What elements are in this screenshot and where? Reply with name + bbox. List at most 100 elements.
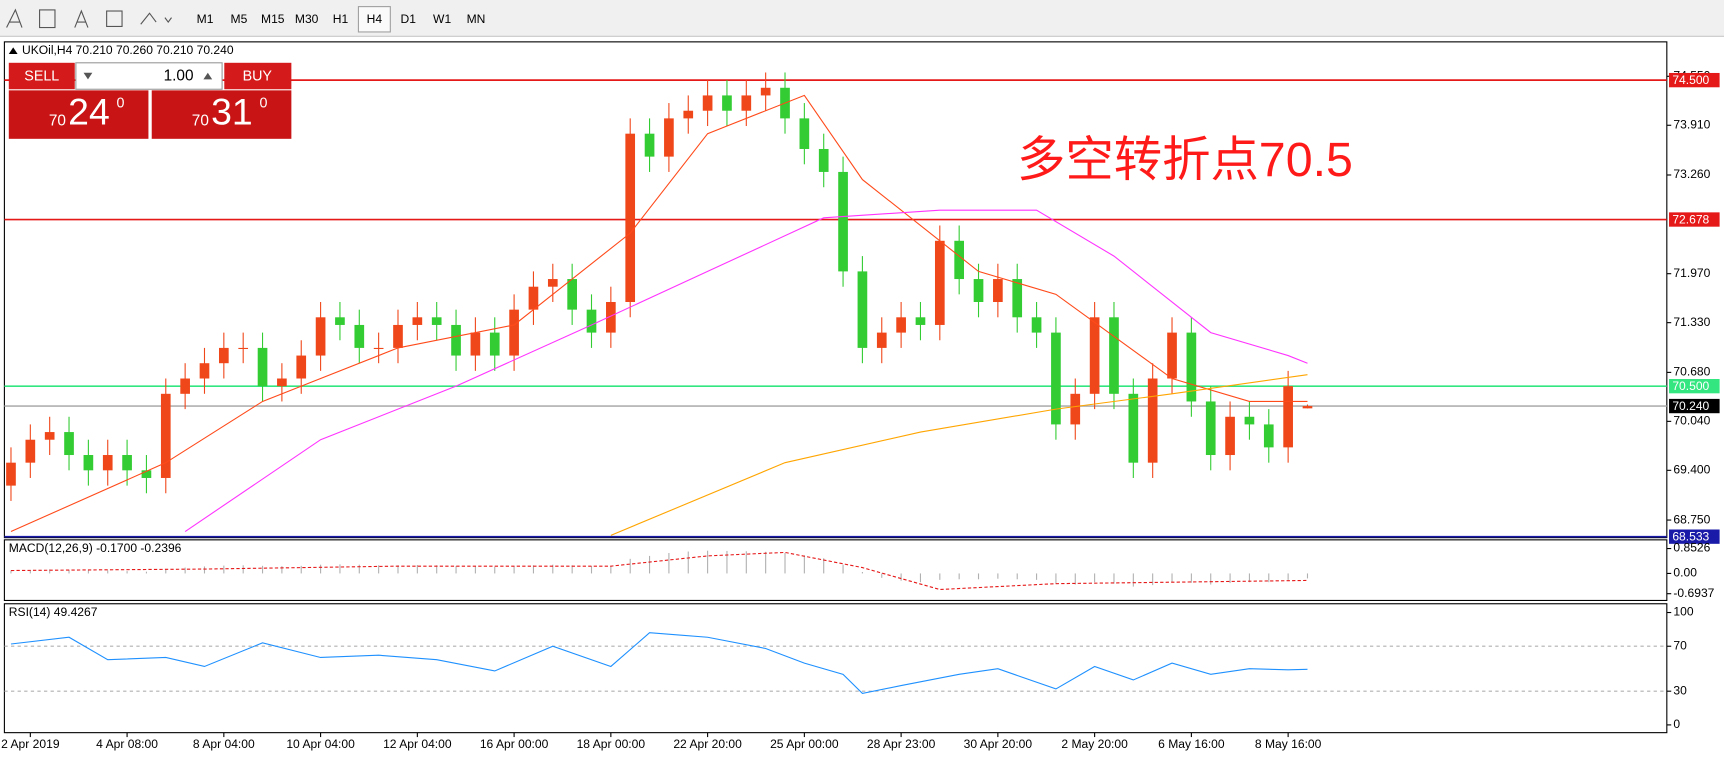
level-label: 72.678 [1672, 212, 1709, 226]
candle-body [1225, 416, 1235, 456]
y-tick-label: 0.00 [1673, 566, 1697, 580]
icon [74, 9, 89, 28]
annotation: 多空转折点70.5 [1017, 133, 1353, 187]
price-big: 70 [192, 112, 209, 129]
sell-label: SELL [24, 68, 59, 84]
candle-body [451, 324, 461, 356]
x-tick-label: 2 Apr 2019 [1, 737, 60, 751]
timeframe-bar: M1 M5 M15 M30 H1 H4 D1 W1 MN [197, 6, 486, 33]
panel-title: RSI(14) 49.4267 [9, 605, 98, 619]
y-tick-label: 71.970 [1673, 266, 1710, 280]
candle-body [509, 309, 519, 356]
timeframe-button[interactable] [357, 6, 391, 33]
candle-body [857, 271, 868, 348]
x-tick-label: 6 May 16:00 [1158, 737, 1225, 751]
candle-body [683, 110, 694, 119]
buy-price-box[interactable] [151, 90, 292, 139]
candle-body [44, 432, 55, 440]
lot-box[interactable] [75, 62, 223, 90]
candle-body [1244, 416, 1255, 425]
level-tag [1669, 212, 1720, 227]
candle-body [1109, 317, 1119, 394]
rsi-frame [3, 603, 1668, 734]
y-tick-label: 69.400 [1673, 463, 1710, 477]
indicator-line [10, 551, 1308, 591]
candle-body [431, 317, 442, 325]
candle-body [799, 118, 810, 149]
candle-body [818, 148, 829, 172]
symbol-marker [8, 47, 18, 54]
candle-body [412, 317, 423, 325]
candle-body [1147, 378, 1158, 463]
candle-body [354, 324, 365, 348]
candle-body [1283, 386, 1293, 448]
level-label: 74.500 [1672, 73, 1709, 87]
candle-body [644, 133, 655, 157]
candle-body [876, 332, 887, 348]
candle-body [547, 279, 558, 287]
main-frame [3, 41, 1668, 539]
candle-body [277, 378, 287, 387]
toolbar [0, 0, 1724, 37]
indicator-line [10, 632, 1308, 695]
timeframe-label: H4 [367, 12, 383, 26]
plots: UKOil,H4 70.210 70.260 70.210 70.240 74.5… [1, 43, 1720, 751]
sell-price-box[interactable] [8, 90, 149, 139]
x-tick-label: 22 Apr 20:00 [673, 737, 742, 751]
level-label: 70.500 [1672, 379, 1709, 393]
candle-body [1070, 393, 1081, 425]
spin-up[interactable] [203, 72, 213, 80]
candle-body [180, 378, 190, 394]
x-tick-label: 10 Apr 04:00 [286, 737, 355, 751]
candle-body [335, 317, 345, 325]
indicator-line [610, 374, 1308, 536]
level-tag [1669, 379, 1720, 394]
icon [39, 9, 56, 29]
candle-body [218, 347, 229, 364]
x-tick-label: 8 Apr 04:00 [193, 737, 255, 751]
candle-body [1012, 279, 1023, 318]
candle-body [1031, 317, 1042, 333]
indicator-line [184, 209, 1308, 532]
timeframe-label: H1 [333, 12, 349, 26]
candle-body [1051, 332, 1061, 425]
price-sup: 0 [117, 95, 125, 111]
timeframe-label: MN [467, 12, 486, 26]
candle-body [896, 317, 906, 333]
candle-body [567, 279, 577, 310]
timeframe-label: M5 [231, 12, 248, 26]
x-tick-label: 28 Apr 23:00 [867, 737, 936, 751]
candle-body [954, 240, 965, 280]
y-tick-label: 73.260 [1673, 167, 1710, 181]
icon [106, 10, 123, 27]
panel-title: MACD(12,26,9) -0.1700 -0.2396 [9, 541, 182, 555]
candle-body [470, 332, 481, 356]
x-tick-label: 30 Apr 20:00 [964, 737, 1033, 751]
level-label: 70.240 [1672, 399, 1709, 413]
candle-body [528, 286, 539, 310]
buy-button[interactable] [224, 62, 292, 90]
timeframe-label: M15 [261, 12, 285, 26]
candle-body [1263, 424, 1274, 448]
spin-down[interactable] [83, 72, 93, 80]
candle-body [122, 455, 132, 471]
price-sup: 0 [259, 95, 267, 111]
candle-body [102, 455, 113, 471]
timeframe-label: M1 [197, 12, 214, 26]
candle-body [6, 462, 16, 486]
candle-body [257, 347, 268, 387]
panel-title: UKOil,H4 70.210 70.260 70.210 70.240 [22, 43, 234, 57]
candle-body [760, 87, 771, 96]
candle-body [1128, 393, 1139, 463]
candle-body [25, 439, 36, 463]
level-label: 68.533 [1672, 529, 1709, 543]
candle-body [1205, 401, 1216, 456]
sell-button[interactable] [8, 62, 75, 90]
candle-body [1089, 317, 1100, 394]
y-tick-label: 0.8526 [1673, 541, 1710, 555]
level-tag [1669, 72, 1720, 88]
icon [140, 12, 172, 25]
candle-body [373, 347, 384, 350]
candle-body [915, 317, 926, 325]
